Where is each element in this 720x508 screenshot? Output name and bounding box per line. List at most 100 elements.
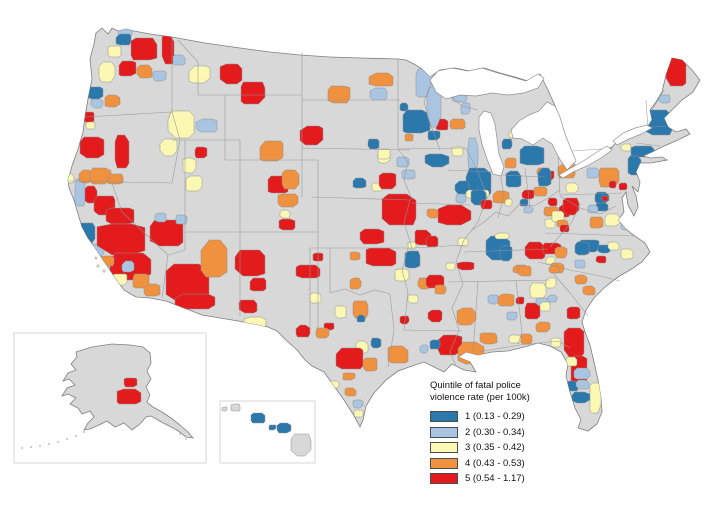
county-patch: [407, 241, 417, 250]
county-patch: [455, 193, 467, 204]
county-patch: [378, 172, 397, 190]
county-patch: [387, 345, 409, 364]
county-patch: [90, 98, 104, 109]
county-patch: [327, 380, 340, 389]
county-patch: [107, 45, 122, 58]
alaska-inset: [13, 332, 207, 464]
county-patch: [404, 133, 414, 142]
county-patch: [508, 334, 522, 344]
county-patch: [494, 232, 510, 240]
legend-item-label: 1 (0.13 - 0.29): [465, 411, 525, 422]
county-patch: [342, 372, 356, 381]
legend-swatch-quintile-5: [430, 473, 458, 484]
state-borders: [67, 37, 667, 368]
county-patch: [571, 391, 591, 404]
county-patch: [334, 305, 347, 319]
legend-item: 3 (0.35 - 0.42): [430, 442, 530, 453]
county-patch: [402, 109, 431, 134]
county-patch: [243, 316, 267, 329]
county-patch: [427, 309, 443, 323]
county-patch: [195, 118, 218, 133]
legend-item-label: 3 (0.35 - 0.42): [465, 442, 525, 453]
county-patch: [545, 277, 557, 289]
county-patch: [434, 284, 447, 295]
county-patch: [174, 293, 216, 310]
county-patch: [352, 399, 364, 409]
county-patch: [353, 409, 364, 418]
county-patch: [98, 61, 116, 83]
county-patch: [143, 283, 161, 297]
county-patch: [574, 274, 588, 285]
county-patch: [381, 193, 417, 226]
county-patch: [362, 357, 378, 372]
county-patch: [309, 292, 322, 304]
county-patch: [567, 115, 579, 124]
county-patch: [634, 93, 644, 102]
county-patch: [424, 153, 450, 168]
county-patch: [533, 186, 548, 197]
county-patch: [517, 265, 532, 277]
county-patch: [100, 255, 115, 267]
lake-michigan: [478, 110, 505, 177]
county-patch: [499, 245, 513, 262]
county-patch: [356, 314, 366, 323]
county-patch: [81, 251, 92, 261]
alaska-county-patches: [116, 377, 142, 405]
county-patch: [451, 146, 464, 157]
county-patch: [116, 388, 142, 405]
county-patch: [401, 169, 416, 180]
county-patch: [234, 249, 266, 277]
county-patch: [569, 134, 583, 145]
county-patch: [200, 239, 228, 278]
county-patch: [327, 85, 351, 104]
lake-ontario: [612, 124, 653, 146]
county-patch: [335, 347, 364, 370]
county-patch: [524, 302, 541, 320]
county-patch: [539, 301, 551, 312]
county-patch: [460, 102, 471, 115]
county-patch: [250, 412, 266, 424]
lake-erie: [558, 145, 613, 179]
county-patch: [349, 251, 361, 261]
county-patch: [315, 327, 330, 339]
county-patch: [630, 145, 655, 158]
county-patch: [121, 260, 135, 273]
county-patch: [521, 189, 535, 200]
county-patch: [554, 246, 568, 259]
county-patch: [419, 344, 429, 354]
hawaii-inset: [219, 400, 316, 464]
county-patch: [505, 170, 522, 188]
county-patch: [367, 138, 380, 150]
county-patch: [123, 377, 138, 388]
channel-islands: [94, 256, 106, 273]
county-patch: [295, 264, 321, 279]
county-patch: [368, 72, 394, 87]
county-patch: [592, 114, 614, 131]
county-patch: [620, 248, 634, 260]
county-patch: [377, 148, 391, 160]
county-patch: [130, 37, 158, 61]
county-patch: [515, 296, 525, 305]
county-patch: [582, 317, 596, 328]
county-patch: [152, 70, 167, 82]
lake-huron: [510, 101, 577, 171]
county-patch: [573, 367, 591, 380]
county-patches-layer: [68, 28, 687, 418]
county-patch: [426, 208, 439, 219]
county-patch: [238, 299, 258, 314]
county-patch: [104, 94, 121, 108]
county-patch: [595, 255, 607, 264]
county-patch: [548, 265, 560, 274]
county-patch: [365, 247, 397, 267]
legend-title-line2: violence rate (per 100k): [430, 392, 530, 403]
county-patch: [425, 235, 439, 248]
legend-item: 2 (0.30 - 0.34): [430, 426, 530, 438]
county-patch: [457, 341, 485, 365]
county-patch: [608, 180, 617, 189]
county-patch: [352, 177, 367, 189]
county-patch: [167, 110, 195, 139]
county-patch: [665, 57, 687, 87]
county-patch: [497, 293, 515, 307]
legend-item-label: 4 (0.43 - 0.53): [465, 457, 525, 469]
